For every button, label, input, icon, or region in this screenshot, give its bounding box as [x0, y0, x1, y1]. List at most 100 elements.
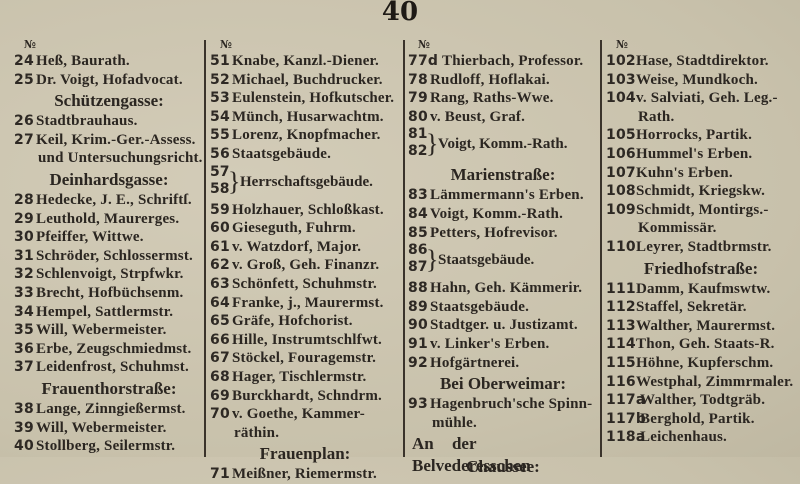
directory-entry: 107Kuhn's Erben.: [606, 164, 796, 183]
directory-entry: 27 Keil, Krim.-Ger.-Assess.: [14, 131, 204, 150]
column-4: № 102Hase, Stadtdirektor. 103Weise, Mundko…: [606, 34, 796, 447]
resident-name: v. Goethe, Kammer-: [232, 406, 366, 423]
resident-name: Dr. Voigt, Hofadvocat.: [36, 71, 183, 88]
resident-name: Staatsgebäude.: [430, 298, 530, 315]
house-number: 33: [14, 284, 34, 301]
house-number: 38: [14, 400, 34, 417]
house-number: 28: [14, 191, 34, 208]
house-number: 53: [210, 90, 230, 107]
resident-name: Damm, Kaufmswtw.: [636, 280, 771, 297]
directory-entry: 34 Hempel, Sattlermstr.: [14, 303, 204, 322]
directory-entry: 89 Staatsgebäude.: [408, 298, 598, 317]
house-number: 69: [210, 387, 230, 404]
directory-entry: 37 Leidenfrost, Schuhmst.: [14, 358, 204, 377]
resident-name: Hille, Instrumtschlfwt.: [232, 331, 383, 348]
resident-name: Voigt, Komm.-Rath.: [438, 136, 568, 153]
house-number: 107: [606, 164, 636, 181]
bracketed-entry: 81 82} Voigt, Komm.-Rath.: [408, 126, 598, 163]
house-number: 116: [606, 373, 636, 390]
directory-entry: 117aWalther, Todtgräb.: [606, 391, 796, 410]
entry-continuation: räthin.: [234, 424, 280, 441]
house-number: 82: [408, 143, 428, 160]
resident-name: Burckhardt, Schndrm.: [232, 387, 383, 404]
directory-entry: 60 Gieseguth, Fuhrm.: [210, 219, 400, 238]
directory-entry: 39 Will, Webermeister.: [14, 419, 204, 438]
directory-entry: 26 Stadtbrauhaus.: [14, 112, 204, 131]
house-number: 86: [408, 242, 428, 259]
directory-entry: 35 Will, Webermeister.: [14, 321, 204, 340]
house-number: 88: [408, 280, 428, 297]
house-number: 25: [14, 71, 34, 88]
street-heading: Bei Oberweimar:: [439, 374, 567, 394]
entry-continuation: mühle.: [432, 414, 477, 431]
house-number: 117b: [606, 410, 647, 427]
house-number: 87: [408, 259, 428, 276]
resident-name: Rang, Raths-Wwe.: [430, 90, 554, 107]
house-number: 115: [606, 354, 636, 371]
resident-name: Berghold, Partik.: [640, 410, 755, 427]
directory-entry: 118aLeichenhaus.: [606, 428, 796, 447]
resident-name: Brecht, Hofbüchsenm.: [36, 284, 184, 301]
directory-entry: 93 Hagenbruch'sche Spinn-: [408, 395, 598, 414]
entry-continuation: und Untersuchungsricht.: [38, 150, 203, 167]
resident-name: Pfeiffer, Wittwe.: [36, 229, 144, 246]
directory-entry: 113Walther, Maurermst.: [606, 317, 796, 336]
house-number: 66: [210, 331, 230, 348]
directory-entry: 115Höhne, Kupferschm.: [606, 354, 796, 373]
resident-name: Knabe, Kanzl.-Diener.: [232, 53, 379, 69]
directory-entry: 25 Dr. Voigt, Hofadvocat.: [14, 71, 204, 90]
resident-name: Thon, Geh. Staats-R.: [636, 336, 775, 353]
house-number: 61: [210, 238, 230, 255]
resident-name: Rudloff, Hoflakai.: [430, 71, 550, 88]
house-number: 29: [14, 210, 34, 227]
house-number: 71: [210, 466, 230, 483]
directory-entry: 56 Staatsgebäude.: [210, 145, 400, 164]
house-number: 57: [210, 163, 230, 180]
directory-entry: 32 Schlenvoigt, Strpfwkr.: [14, 265, 204, 284]
bracketed-entry: 86 87} Staatsgebäude.: [408, 242, 598, 279]
resident-name: Höhne, Kupferschm.: [636, 354, 774, 371]
resident-name: Hofgärtnerei.: [430, 354, 520, 371]
house-number: 103: [606, 71, 636, 88]
house-number: 34: [14, 303, 34, 320]
column-divider: [600, 40, 602, 457]
brace-icon: }: [426, 129, 439, 159]
number-header: №: [220, 38, 232, 51]
house-number: 54: [210, 108, 230, 125]
resident-name: Will, Webermeister.: [36, 419, 167, 436]
resident-name: Schönfett, Schuhmstr.: [232, 275, 377, 292]
resident-name: Lorenz, Knopfmacher.: [232, 127, 381, 144]
resident-name: Schmidt, Kriegskw.: [636, 183, 766, 200]
directory-entry: 55 Lorenz, Knopfmacher.: [210, 126, 400, 145]
directory-entry: 78 Rudloff, Hoflakai.: [408, 71, 598, 90]
directory-entry: 51 Knabe, Kanzl.-Diener.: [210, 52, 400, 71]
directory-entry: 36 Erbe, Zeugschmiedmst.: [14, 340, 204, 359]
house-number: 108: [606, 183, 636, 200]
house-number: 30: [14, 229, 34, 246]
street-heading: Deinhardsgasse:: [49, 169, 169, 189]
resident-name: Hummel's Erben.: [636, 145, 753, 162]
street-heading: Frauenthorstraße:: [41, 378, 177, 398]
directory-entry: 77d Thierbach, Professor.: [408, 52, 598, 71]
house-number: 55: [210, 127, 230, 144]
house-number: 56: [210, 145, 230, 162]
house-number: 117a: [606, 392, 646, 409]
resident-name: Will, Webermeister.: [36, 322, 167, 339]
resident-name: Heß, Baurath.: [36, 53, 130, 69]
directory-entry: 102Hase, Stadtdirektor.: [606, 52, 796, 71]
resident-name: Eulenstein, Hofkutscher.: [232, 90, 395, 107]
resident-name: Gieseguth, Fuhrm.: [232, 220, 356, 237]
resident-name: Hagenbruch'sche Spinn-: [430, 396, 593, 413]
resident-name: Petters, Hofrevisor.: [430, 224, 558, 241]
directory-entry: 67 Stöckel, Fouragemstr.: [210, 349, 400, 368]
resident-name: Schmidt, Montirgs.-: [636, 201, 769, 218]
house-number: 93: [408, 396, 428, 413]
directory-entry: 109Schmidt, Montirgs.-: [606, 201, 796, 220]
directory-entry: 117bBerghold, Partik.: [606, 410, 796, 429]
street-heading: Marienstraße:: [450, 165, 556, 185]
street-heading: Friedhofstraße:: [643, 258, 759, 278]
house-number: 105: [606, 127, 636, 144]
house-number: 68: [210, 368, 230, 385]
directory-entry: 116Westphal, Zimmrmaler.: [606, 373, 796, 392]
house-number: 112: [606, 299, 636, 316]
